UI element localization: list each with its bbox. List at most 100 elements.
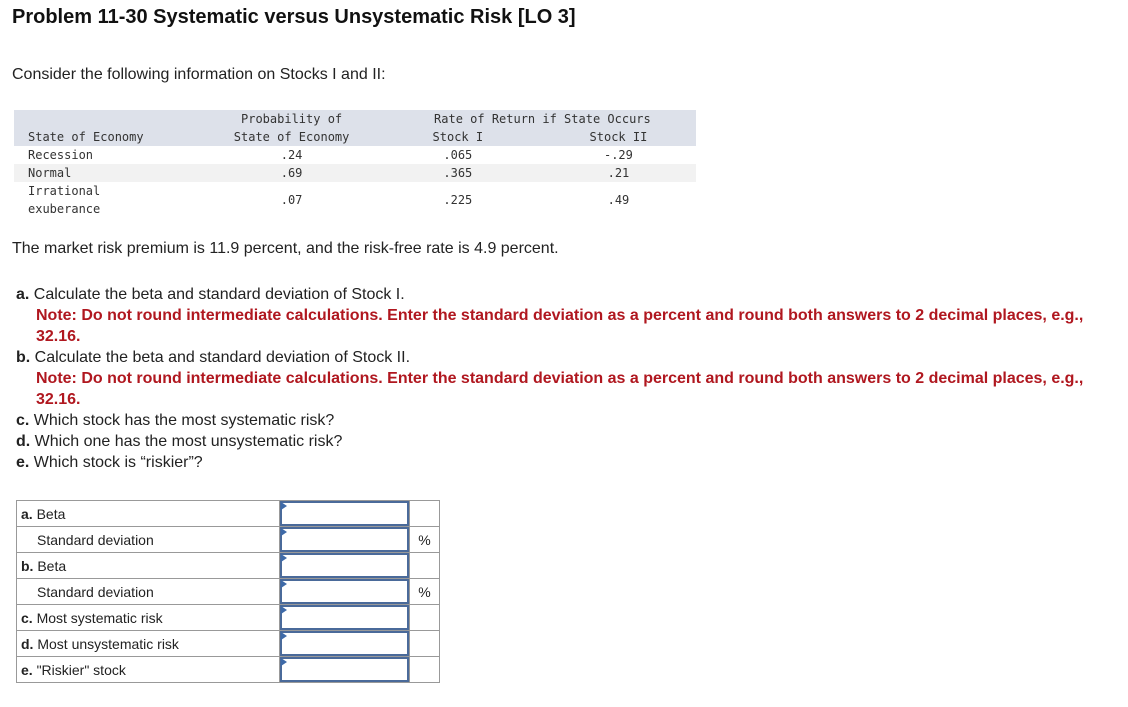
input-marker-icon — [281, 632, 287, 640]
answer-letter: c. — [21, 609, 33, 626]
cell-stock2: .49 — [607, 193, 630, 207]
answer-row: a. Beta — [16, 500, 440, 527]
answer-cell — [279, 526, 410, 553]
question-text: Which stock has the most systematic risk… — [29, 412, 335, 429]
answer-unit — [409, 604, 440, 631]
answer-label-text: "Riskier" stock — [32, 661, 126, 678]
answer-input[interactable] — [280, 631, 409, 656]
question-letter: e. — [16, 454, 30, 471]
market-info: The market risk premium is 11.9 percent,… — [12, 240, 559, 257]
cell-stock1: .065 — [443, 148, 473, 162]
answer-cell — [279, 552, 410, 579]
answer-unit: % — [409, 526, 440, 553]
answer-unit — [409, 630, 440, 657]
answer-cell — [279, 630, 410, 657]
question-letter: c. — [16, 412, 30, 429]
question-text: Calculate the beta and standard deviatio… — [30, 349, 411, 366]
header-rate-of-return: Rate of Return if State Occurs — [374, 110, 696, 128]
input-marker-icon — [281, 606, 287, 614]
input-marker-icon — [281, 528, 287, 536]
answer-unit — [409, 552, 440, 579]
answer-label: e. "Riskier" stock — [16, 656, 280, 683]
answer-label: d. Most unsystematic risk — [16, 630, 280, 657]
answer-label: c. Most systematic risk — [16, 604, 280, 631]
answer-letter: b. — [21, 557, 34, 574]
table-row: Irrational exuberance .07 .225 .49 — [14, 182, 696, 218]
answer-row: Standard deviation% — [16, 526, 440, 553]
answer-label: Standard deviation — [16, 578, 280, 605]
answer-unit: % — [409, 578, 440, 605]
question-letter: a. — [16, 286, 30, 303]
answer-cell — [279, 578, 410, 605]
answer-input[interactable] — [280, 527, 409, 552]
answer-input[interactable] — [280, 657, 409, 682]
cell-stock1: .225 — [443, 193, 473, 207]
cell-prob: .24 — [280, 148, 303, 162]
state-line-2: exuberance — [28, 202, 101, 216]
question-c: c. Which stock has the most systematic r… — [16, 410, 1106, 431]
table-row: Recession .24 .065 -.29 — [14, 146, 696, 164]
intro-text: Consider the following information on St… — [12, 66, 386, 83]
header-state-prob: State of Economy — [194, 128, 375, 146]
cell-stock1: .365 — [374, 164, 527, 182]
question-letter: b. — [16, 349, 31, 366]
answer-input[interactable] — [280, 501, 409, 526]
answer-row: d. Most unsystematic risk — [16, 630, 440, 657]
answer-label-text: Beta — [33, 557, 67, 574]
question-note: Note: Do not round intermediate calculat… — [36, 370, 1084, 408]
state-line-1: Irrational — [28, 184, 101, 198]
answer-row: b. Beta — [16, 552, 440, 579]
answer-row: c. Most systematic risk — [16, 604, 440, 631]
answer-label-text: Beta — [32, 505, 66, 522]
cell-prob: .07 — [280, 193, 303, 207]
answer-cell — [279, 656, 410, 683]
question-note: Note: Do not round intermediate calculat… — [36, 307, 1084, 345]
header-stock-1: Stock I — [374, 128, 527, 146]
answer-letter: a. — [21, 505, 33, 522]
answer-label: Standard deviation — [16, 526, 280, 553]
input-marker-icon — [281, 658, 287, 666]
answer-input[interactable] — [280, 605, 409, 630]
cell-state: Irrational exuberance — [14, 182, 194, 218]
answer-unit — [409, 500, 440, 527]
returns-table: Probability of Rate of Return if State O… — [14, 110, 696, 218]
cell-state: Normal — [14, 164, 195, 182]
answer-letter: e. — [21, 661, 33, 678]
cell-stock2: .21 — [526, 164, 696, 182]
question-text: Calculate the beta and standard deviatio… — [29, 286, 405, 303]
header-probability: Probability of — [194, 110, 375, 128]
cell-stock2: -.29 — [603, 148, 633, 162]
answer-letter: d. — [21, 635, 34, 652]
answer-input[interactable] — [280, 579, 409, 604]
answer-cell — [279, 500, 410, 527]
answer-cell — [279, 604, 410, 631]
page-title: Problem 11-30 Systematic versus Unsystem… — [12, 6, 576, 28]
answer-label-text: Most unsystematic risk — [33, 635, 179, 652]
answer-label-text: Standard deviation — [37, 583, 154, 600]
answer-row: e. "Riskier" stock — [16, 656, 440, 683]
questions: a. Calculate the beta and standard devia… — [16, 284, 1106, 473]
header-state: State of Economy — [14, 128, 195, 146]
table-header-top: Probability of Rate of Return if State O… — [14, 110, 696, 128]
question-d: d. Which one has the most unsystematic r… — [16, 431, 1106, 452]
input-marker-icon — [281, 580, 287, 588]
question-letter: d. — [16, 433, 31, 450]
answer-label-text: Most systematic risk — [32, 609, 163, 626]
answer-row: Standard deviation% — [16, 578, 440, 605]
cell-state: Recession — [28, 148, 94, 162]
answer-input[interactable] — [280, 553, 409, 578]
answer-label: b. Beta — [16, 552, 280, 579]
cell-prob: .69 — [194, 164, 375, 182]
question-e: e. Which stock is “riskier”? — [16, 452, 1106, 473]
answer-label: a. Beta — [16, 500, 280, 527]
answer-table: a. Beta Standard deviation% b. Beta Standar… — [16, 500, 440, 683]
question-text: Which one has the most unsystematic risk… — [30, 433, 343, 450]
answer-unit — [409, 656, 440, 683]
question-a: a. Calculate the beta and standard devia… — [16, 284, 1106, 305]
input-marker-icon — [281, 554, 287, 562]
question-text: Which stock is “riskier”? — [29, 454, 203, 471]
table-row: Normal .69 .365 .21 — [14, 164, 696, 182]
question-b: b. Calculate the beta and standard devia… — [16, 347, 1106, 368]
input-marker-icon — [281, 502, 287, 510]
table-header: State of Economy State of Economy Stock … — [14, 128, 696, 146]
